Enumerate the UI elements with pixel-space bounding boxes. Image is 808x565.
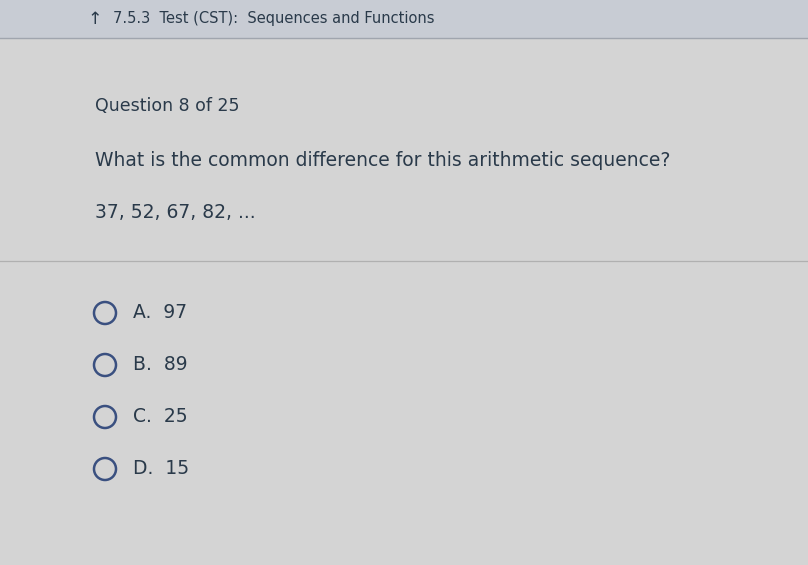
Text: 37, 52, 67, 82, ...: 37, 52, 67, 82, ...: [95, 203, 255, 223]
Text: A.  97: A. 97: [133, 303, 187, 323]
Text: Question 8 of 25: Question 8 of 25: [95, 97, 239, 115]
Text: D.  15: D. 15: [133, 459, 189, 479]
Text: 7.5.3  Test (CST):  Sequences and Functions: 7.5.3 Test (CST): Sequences and Function…: [113, 11, 435, 27]
Text: C.  25: C. 25: [133, 407, 187, 427]
Text: ↑: ↑: [88, 10, 103, 28]
Text: What is the common difference for this arithmetic sequence?: What is the common difference for this a…: [95, 151, 671, 171]
Bar: [0, 0, 808, 38]
Text: B.  89: B. 89: [133, 355, 187, 375]
